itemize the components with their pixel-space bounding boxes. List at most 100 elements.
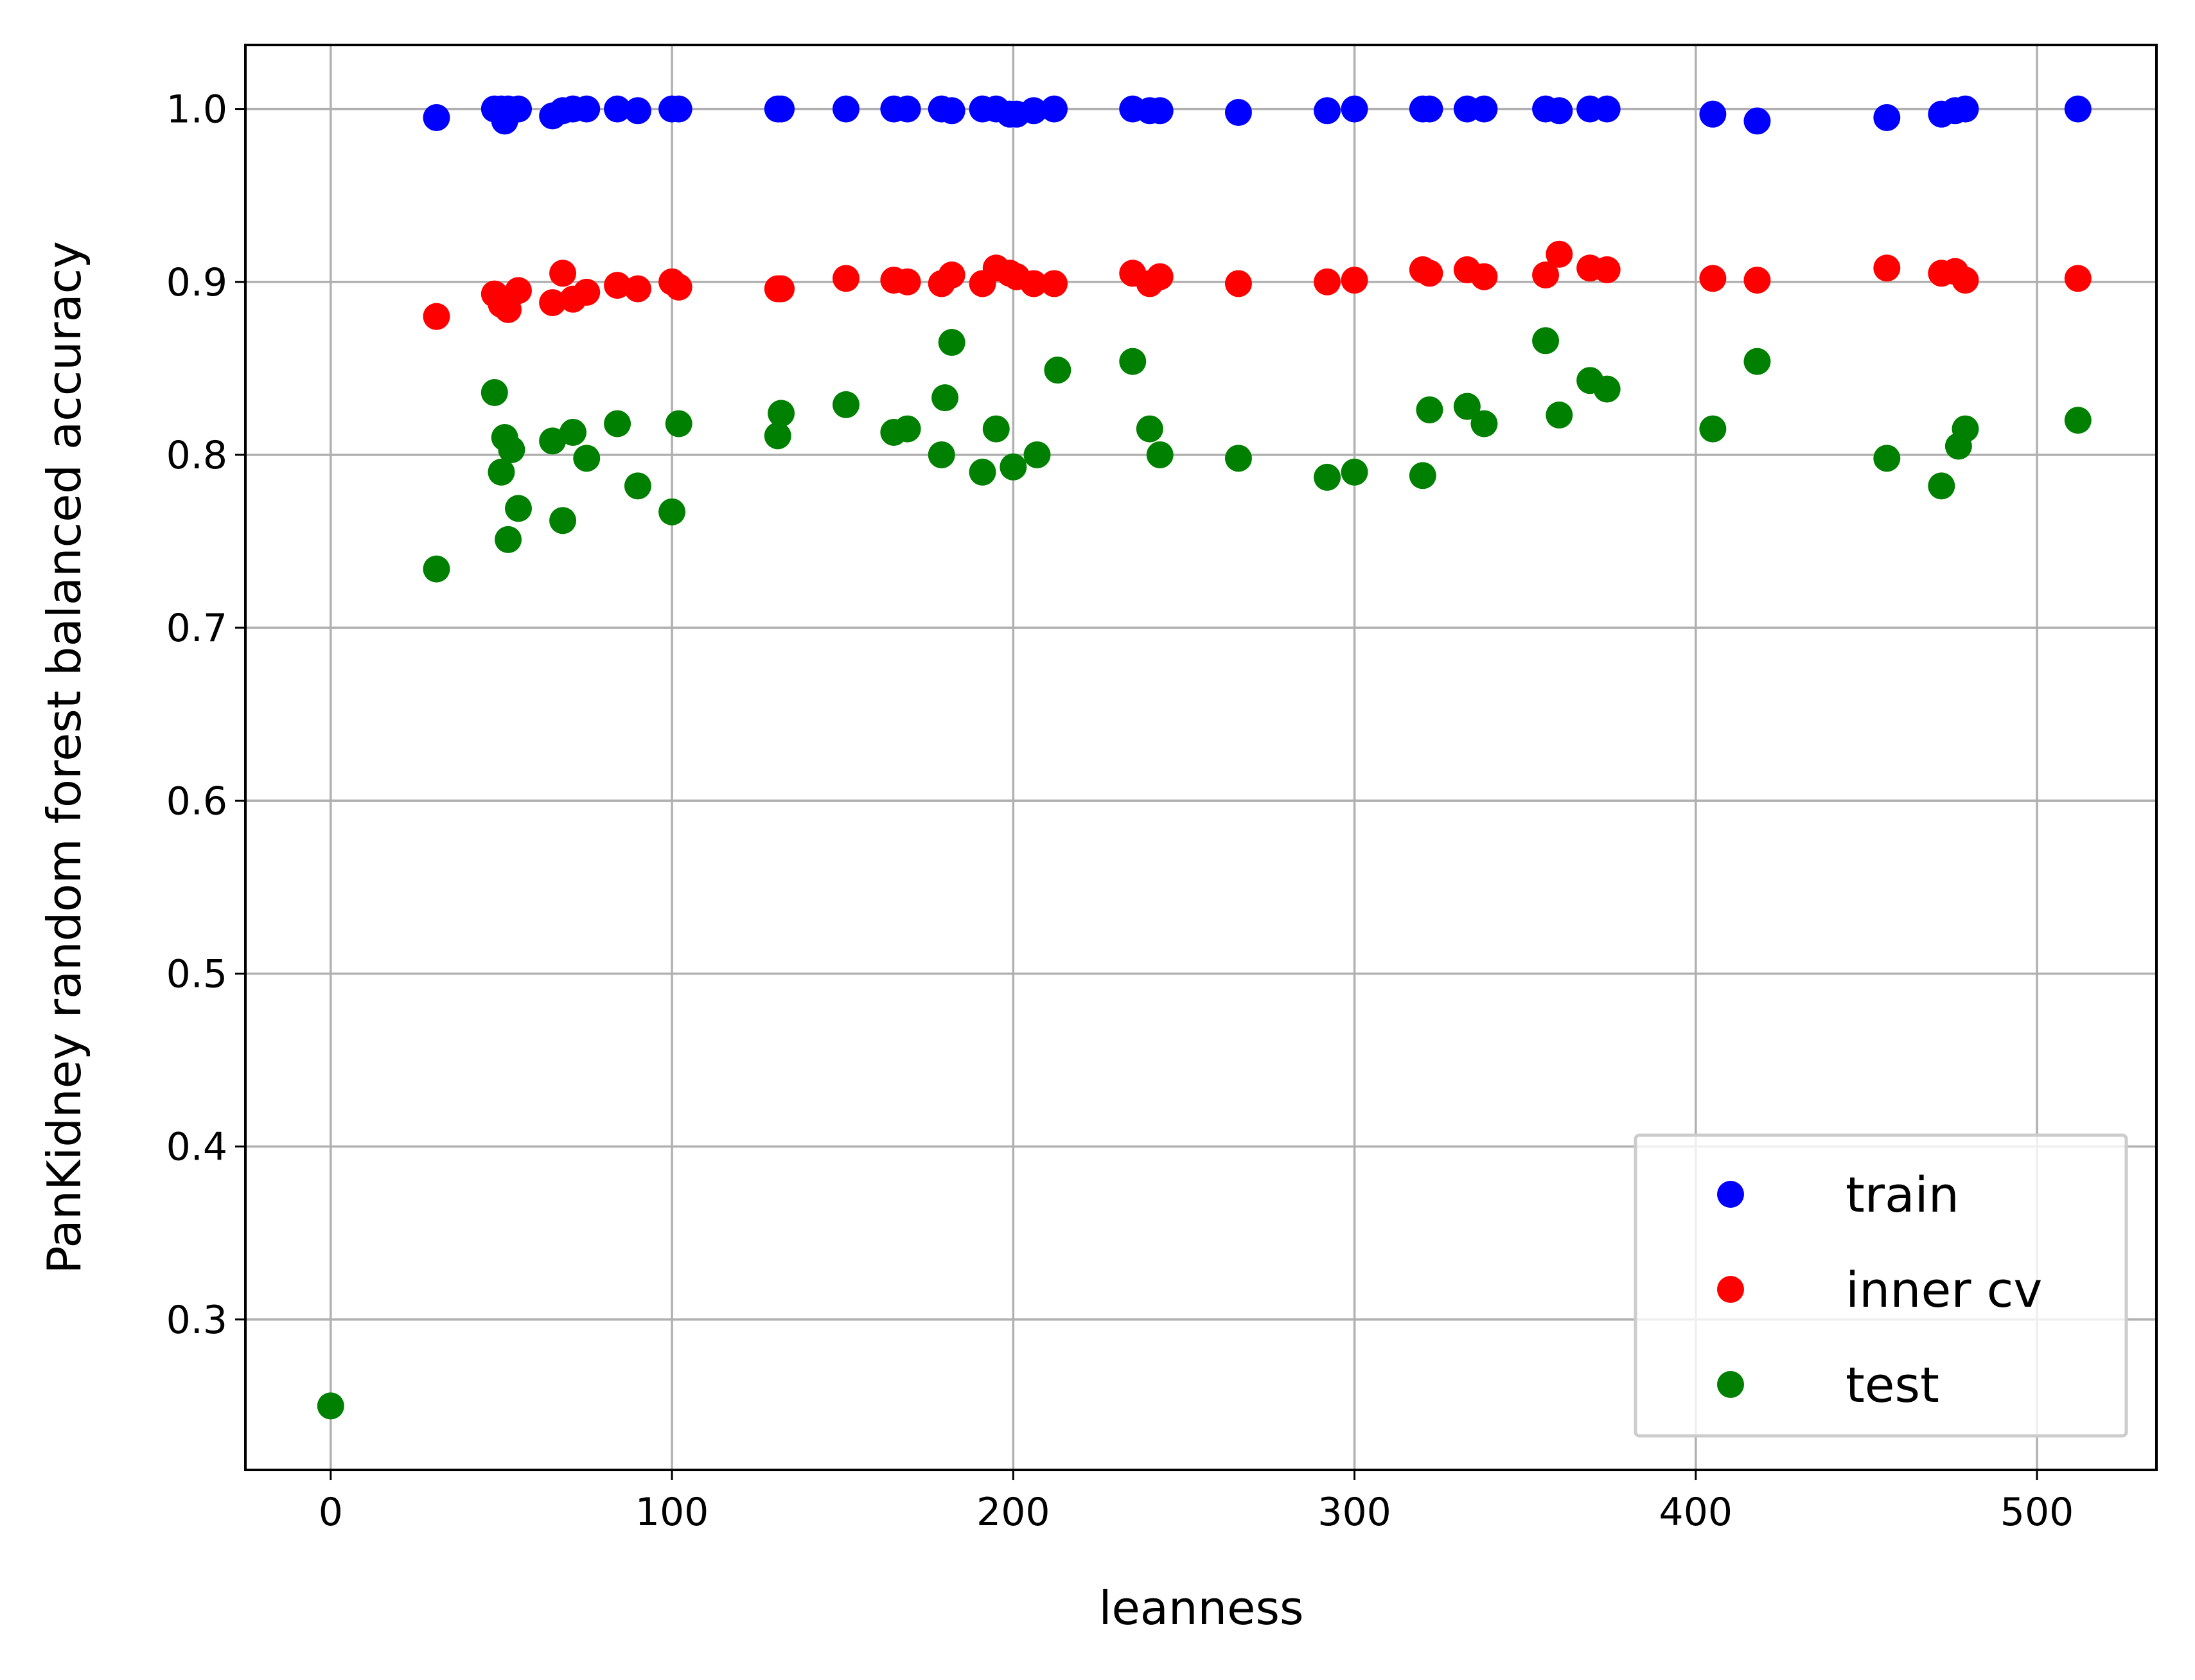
- inner-cv-point: [1020, 270, 1048, 297]
- inner-cv-point: [1341, 267, 1368, 294]
- train-point: [1341, 95, 1368, 123]
- inner-cv-point: [1546, 240, 1573, 268]
- test-point: [1314, 463, 1341, 491]
- train-point: [1873, 104, 1901, 132]
- series-test: [317, 327, 2092, 1420]
- train-point: [1314, 97, 1341, 125]
- train-point: [768, 95, 795, 123]
- train-point: [573, 95, 601, 123]
- legend-box: [1634, 1133, 2128, 1438]
- train-point: [1020, 97, 1048, 125]
- test-point: [931, 384, 959, 412]
- train-point: [624, 97, 651, 125]
- x-tick-label: 500: [2000, 1490, 2074, 1535]
- test-point: [1146, 441, 1174, 468]
- inner-cv-point: [624, 275, 651, 303]
- test-point: [1593, 375, 1621, 403]
- series-train: [423, 95, 2092, 135]
- test-point: [573, 445, 601, 472]
- test-point: [938, 328, 965, 356]
- train-point: [1041, 95, 1068, 123]
- test-point: [317, 1392, 344, 1420]
- test-point: [1743, 348, 1771, 375]
- inner-cv-point: [573, 278, 601, 306]
- test-point: [1136, 415, 1163, 443]
- test-point: [658, 498, 686, 526]
- test-point: [505, 495, 532, 522]
- inner-cv-point: [1952, 267, 1979, 294]
- test-point: [1416, 396, 1443, 423]
- train-point: [1224, 98, 1252, 126]
- inner-cv-point: [1224, 270, 1252, 297]
- train-point: [665, 95, 692, 123]
- y-tick-label: 0.6: [166, 779, 227, 824]
- test-point: [624, 472, 651, 500]
- inner-cv-point: [505, 277, 532, 305]
- test-point: [982, 415, 1010, 443]
- test-point: [549, 507, 577, 535]
- test-point: [1699, 415, 1727, 443]
- test-point: [498, 436, 525, 463]
- legend-marker-train: [1717, 1181, 1744, 1208]
- test-point: [1119, 348, 1147, 375]
- inner-cv-point: [833, 265, 859, 292]
- inner-cv-point: [894, 268, 921, 296]
- test-point: [1928, 472, 1955, 500]
- y-tick-label: 1.0: [166, 87, 227, 132]
- train-point: [1546, 97, 1573, 125]
- inner-cv-point: [1314, 268, 1341, 296]
- inner-cv-point: [1146, 263, 1174, 290]
- test-point: [539, 427, 567, 455]
- train-point: [1699, 100, 1727, 128]
- inner-cv-point: [768, 275, 795, 303]
- legend-marker-inner-cv: [1717, 1276, 1744, 1303]
- test-point: [1341, 458, 1368, 486]
- train-point: [423, 104, 450, 132]
- train-point: [1416, 95, 1443, 123]
- x-axis-title: leanness: [1098, 1581, 1303, 1635]
- y-tick-label: 0.4: [166, 1125, 227, 1170]
- test-point: [1453, 393, 1481, 420]
- y-tick-label: 0.8: [166, 433, 227, 478]
- test-point: [1000, 453, 1027, 481]
- train-point: [1593, 95, 1621, 123]
- train-point: [894, 95, 921, 123]
- y-tick-label: 0.7: [166, 606, 227, 651]
- train-point: [505, 95, 532, 123]
- inner-cv-point: [423, 303, 450, 330]
- test-point: [833, 391, 859, 418]
- inner-cv-point: [539, 289, 567, 317]
- test-point: [1023, 441, 1051, 468]
- x-tick-label: 0: [319, 1490, 343, 1535]
- test-point: [495, 526, 522, 553]
- test-point: [894, 415, 921, 443]
- test-point: [1224, 445, 1252, 472]
- test-point: [928, 441, 955, 468]
- x-tick-label: 400: [1659, 1490, 1733, 1535]
- train-point: [1470, 95, 1498, 123]
- test-point: [1044, 357, 1071, 384]
- inner-cv-point: [604, 272, 631, 299]
- legend-marker-test: [1717, 1371, 1744, 1398]
- test-point: [764, 422, 791, 450]
- series-inner-cv: [423, 240, 2092, 330]
- test-point: [423, 555, 450, 583]
- legend-label-train: train: [1846, 1166, 1959, 1223]
- legend-label-inner-cv: inner cv: [1846, 1261, 2042, 1318]
- x-tick-label: 100: [635, 1490, 709, 1535]
- test-point: [604, 410, 631, 438]
- data-points: [317, 95, 2092, 1420]
- inner-cv-point: [665, 273, 692, 301]
- test-point: [1546, 402, 1573, 429]
- train-point: [2064, 95, 2092, 123]
- inner-cv-point: [1699, 265, 1727, 292]
- ticks: 0 100 200 300 400 500 0.3 0.4 0.5 0.6 0.7 0.8 0.9 1.0: [166, 87, 2074, 1535]
- test-point: [768, 400, 795, 427]
- test-point: [1873, 445, 1901, 472]
- test-point: [1532, 327, 1560, 355]
- test-point: [969, 458, 996, 486]
- train-point: [1952, 95, 1979, 123]
- y-tick-label: 0.5: [166, 951, 227, 996]
- inner-cv-point: [1743, 267, 1771, 294]
- train-point: [604, 95, 631, 123]
